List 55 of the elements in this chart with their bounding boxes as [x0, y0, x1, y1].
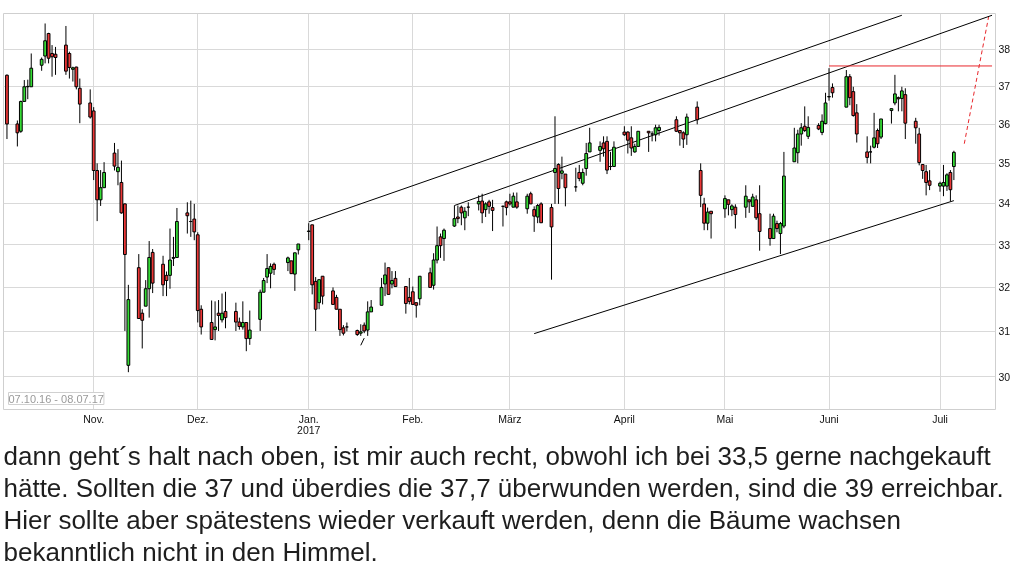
- candlestick: [612, 140, 616, 168]
- y-tick-label: 37: [998, 80, 1011, 93]
- candlestick: [213, 300, 217, 341]
- candlestick: [442, 228, 446, 262]
- text: Hier sollte aber spätestens wieder verkauft werden, denn die Bäume wachsen: [3, 504, 901, 535]
- candlestick: [532, 205, 537, 233]
- x-tick-label: Feb.: [402, 412, 424, 425]
- candlestick: [161, 255, 165, 297]
- candlestick: [185, 201, 190, 235]
- candlestick: [757, 184, 762, 252]
- text: dann geht´s halt nach oben, ist mir auch recht, obwohl ich bei 33,5 gerne nachgekauft: [3, 440, 992, 471]
- candlestick: [345, 322, 349, 332]
- candlestick: [598, 140, 602, 163]
- candlestick: [733, 203, 738, 230]
- candlestick: [938, 181, 942, 193]
- x-tick-label: Jan. 2017: [297, 412, 321, 436]
- candlestick: [927, 169, 932, 191]
- candlestick: [417, 275, 422, 306]
- candlestick: [286, 256, 290, 272]
- candlestick: [650, 130, 654, 142]
- candlestick: [462, 206, 467, 231]
- candlestick: [98, 169, 103, 207]
- text: bekanntlich nicht in den Himmel.: [3, 536, 378, 567]
- y-tick-label: 32: [998, 281, 1011, 294]
- y-tick-label: 31: [998, 325, 1011, 338]
- y-tick-label: 38: [998, 43, 1011, 56]
- candlestick: [549, 203, 554, 281]
- annotation: 07.10.16 - 08.07.17: [8, 392, 104, 405]
- x-tick-label: Juni: [819, 412, 839, 425]
- text: hätte. Sollten die 37 und überdies die 37,7 überwunden werden, sind die 39 erreichbar.: [3, 472, 1004, 503]
- x-tick-label: Nov.: [83, 412, 105, 425]
- candlestick: [539, 201, 544, 224]
- candlestick: [792, 127, 797, 163]
- candlestick: [247, 310, 252, 346]
- x-tick-label: April: [613, 412, 635, 425]
- x-tick-label: Dez.: [186, 412, 209, 425]
- x-tick-label: März: [498, 412, 522, 425]
- candlestick: [223, 291, 228, 329]
- y-tick-label: 34: [998, 197, 1011, 210]
- x-tick-label: Juli: [932, 412, 948, 425]
- candlestick: [573, 167, 578, 193]
- candlestick: [53, 46, 58, 76]
- candlestick: [709, 210, 713, 240]
- candlestick: [657, 124, 661, 137]
- candlestick: [684, 113, 689, 146]
- candlestick: [625, 130, 630, 154]
- y-tick-label: 36: [998, 118, 1011, 131]
- y-tick-label: 35: [998, 157, 1011, 170]
- candlestick: [320, 275, 325, 305]
- y-tick-label: 30: [998, 370, 1011, 383]
- candlestick: [209, 299, 214, 340]
- candlestick: [695, 100, 700, 125]
- y-tick-label: 33: [998, 238, 1011, 251]
- x-tick-label: Mai: [716, 412, 734, 425]
- candlestick: [490, 199, 495, 232]
